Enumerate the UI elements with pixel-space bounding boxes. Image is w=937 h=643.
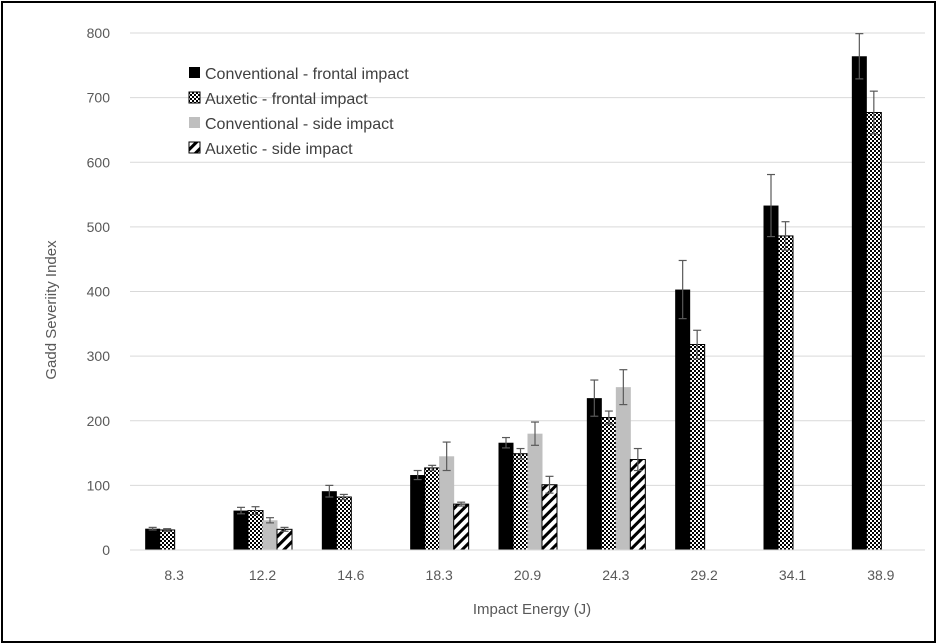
legend-swatch [188, 141, 201, 154]
x-tick-label: 29.2 [691, 567, 718, 583]
bar [321, 491, 337, 550]
bar [145, 528, 161, 550]
legend-label: Conventional - side impact [205, 116, 394, 133]
y-tick-label: 300 [87, 348, 111, 364]
y-tick-label: 500 [87, 219, 111, 235]
x-tick-label: 20.9 [514, 567, 541, 583]
bar [335, 496, 352, 551]
bar [689, 343, 706, 551]
bar [777, 235, 794, 551]
y-tick-label: 400 [87, 284, 111, 300]
legend-label: Conventional - frontal impact [205, 66, 409, 83]
bar [247, 510, 264, 551]
y-tick-labels: 0 100 200 300 400 500 600 700 800 [87, 25, 111, 558]
bar [851, 56, 867, 550]
bar [498, 442, 514, 550]
bar [512, 453, 529, 551]
y-tick-label: 800 [87, 25, 111, 41]
bars [145, 56, 882, 551]
y-tick-label: 200 [87, 413, 111, 429]
x-tick-label: 14.6 [337, 567, 364, 583]
legend: Conventional - frontal impact Auxetic - f… [188, 66, 409, 158]
x-tick-label: 38.9 [867, 567, 894, 583]
legend-label: Auxetic - side impact [205, 141, 353, 158]
x-tick-label: 18.3 [426, 567, 453, 583]
x-tick-label: 8.3 [164, 567, 184, 583]
y-tick-label: 700 [87, 90, 111, 106]
bar [629, 459, 646, 551]
x-tick-label: 12.2 [249, 567, 276, 583]
bar [541, 484, 558, 551]
y-tick-label: 100 [87, 477, 111, 493]
legend-swatch [189, 117, 200, 128]
bar [233, 510, 249, 550]
bar [276, 528, 293, 551]
x-tick-label: 34.1 [779, 567, 806, 583]
x-tick-label: 24.3 [602, 567, 629, 583]
bar [410, 475, 426, 550]
bar [615, 387, 631, 550]
bar [763, 205, 779, 550]
bar [865, 111, 882, 551]
bar [527, 433, 543, 550]
y-tick-label: 600 [87, 154, 111, 170]
bar [600, 417, 617, 551]
bar [675, 289, 691, 550]
legend-swatch [188, 91, 201, 104]
bar [424, 467, 441, 551]
y-tick-label: 0 [102, 542, 110, 558]
error-bars [148, 33, 878, 532]
x-axis-title: Impact Energy (J) [473, 601, 591, 618]
bar [453, 503, 470, 551]
bar [586, 398, 602, 550]
bar [439, 456, 455, 550]
legend-label: Auxetic - frontal impact [205, 91, 368, 108]
y-axis-title: Gadd Severiity Index [43, 240, 60, 380]
legend-swatch [189, 67, 200, 78]
x-tick-labels: 8.3 12.2 14.6 18.3 20.9 24.3 29.2 34.1 38.9 [164, 567, 894, 583]
bar [159, 529, 176, 551]
bar [262, 520, 278, 550]
